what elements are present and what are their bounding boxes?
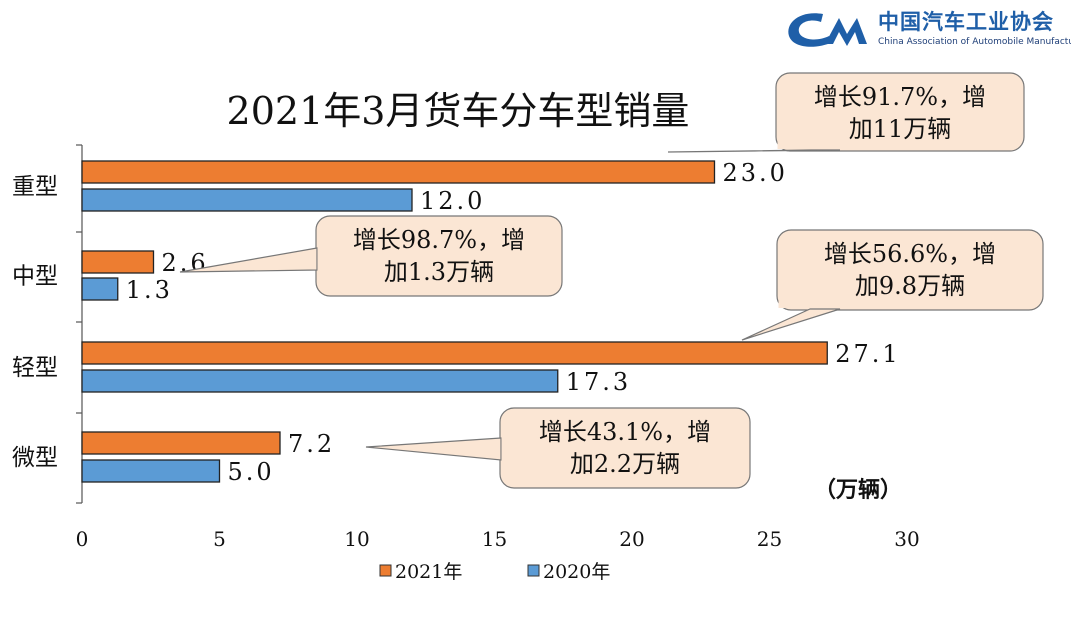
callout-text: 增长56.6%，增	[824, 240, 996, 268]
bar-value-label: 1.3	[126, 276, 173, 304]
legend-swatch	[379, 564, 392, 577]
callout-text: 加1.3万辆	[384, 258, 494, 286]
bar-value-label: 17.3	[566, 368, 631, 396]
legend-swatch	[527, 564, 540, 577]
callout-text: 增长43.1%，增	[539, 418, 711, 446]
legend-label: 2020年	[543, 561, 610, 583]
legend-label: 2021年	[395, 561, 462, 583]
logo-name-en: China Association of Automobile Manufact…	[878, 37, 1071, 47]
bar-value-label: 2.6	[162, 249, 209, 277]
bar	[81, 459, 221, 483]
annotation-callout: 增长43.1%，增加2.2万辆	[365, 407, 751, 489]
x-tick-label: 20	[619, 527, 644, 551]
caam-logo-icon	[788, 13, 867, 47]
category-label: 中型	[12, 264, 58, 290]
callout-pointer	[179, 247, 318, 273]
callout-pointer	[365, 437, 502, 461]
callout-fill	[501, 428, 508, 476]
callout-text: 增长98.7%，增	[353, 226, 525, 254]
bar	[81, 341, 828, 365]
category-label: 重型	[12, 174, 58, 200]
bar-value-label: 7.2	[288, 430, 335, 458]
annotation-callout: 增长56.6%，增加9.8万辆	[741, 229, 1044, 341]
category-label: 轻型	[12, 355, 58, 381]
callout-text: 加2.2万辆	[570, 450, 680, 478]
bar	[81, 188, 413, 212]
callout-box	[775, 72, 1025, 152]
bar-value-label: 5.0	[228, 458, 275, 486]
annotation-callout: 增长98.7%，增加1.3万辆	[179, 215, 563, 297]
callout-text: 加9.8万辆	[855, 272, 965, 300]
bar	[81, 160, 716, 184]
callout-fill	[317, 236, 324, 284]
x-tick-label: 15	[482, 527, 507, 551]
x-tick-label: 10	[344, 527, 369, 551]
unit-label: （万辆）	[814, 477, 902, 503]
x-tick-label: 30	[894, 527, 919, 551]
category-label: 微型	[12, 445, 58, 471]
bar-value-label: 27.1	[835, 340, 900, 368]
x-tick-label: 5	[213, 527, 226, 551]
bar	[81, 369, 559, 393]
bar	[81, 277, 119, 301]
callout-fill	[778, 296, 1015, 308]
bar-value-label: 23.0	[723, 159, 788, 187]
x-tick-label: 25	[757, 527, 782, 551]
logo-name-cn: 中国汽车工业协会	[878, 10, 1054, 34]
bar	[81, 431, 281, 455]
x-tick-label: 0	[76, 527, 89, 551]
callout-box	[776, 229, 1044, 311]
callout-fill	[777, 137, 996, 149]
callout-text: 加11万辆	[849, 115, 952, 143]
callout-pointer	[741, 308, 841, 341]
callout-text: 增长91.7%，增	[814, 83, 986, 111]
bar	[81, 250, 155, 274]
chart-title: 2021年3月货车分车型销量	[227, 89, 690, 133]
bar-value-label: 12.0	[420, 187, 485, 215]
callout-pointer	[667, 149, 841, 153]
